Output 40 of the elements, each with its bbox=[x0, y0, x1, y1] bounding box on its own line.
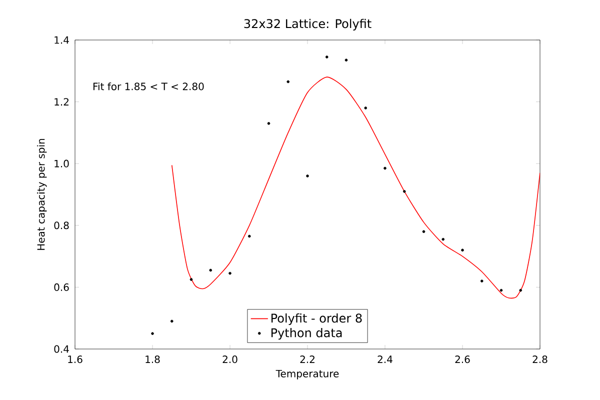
x-tick-label: 2.6 bbox=[455, 356, 470, 364]
x-tick-label: 1.8 bbox=[146, 356, 160, 364]
point bbox=[384, 166, 386, 170]
point bbox=[422, 230, 426, 233]
y-tick-label: 0.6 bbox=[54, 283, 69, 291]
annotation: Fit for 1.85 < T < 2.80 bbox=[93, 82, 204, 90]
point bbox=[519, 288, 522, 292]
point bbox=[325, 56, 328, 58]
x-tick-label: 2.8 bbox=[532, 356, 548, 364]
y-tick-label: 0.8 bbox=[54, 222, 69, 230]
x-tick-label: 2.4 bbox=[378, 356, 392, 363]
y-tick-label: 1.4 bbox=[54, 36, 69, 44]
x-tick-label: 2.0 bbox=[222, 356, 238, 364]
point bbox=[248, 234, 251, 238]
point bbox=[442, 238, 445, 241]
point bbox=[286, 80, 290, 84]
point bbox=[364, 106, 368, 110]
y-tick-label: 0.4 bbox=[54, 345, 69, 353]
y-tick-label: 1.2 bbox=[54, 98, 68, 106]
point bbox=[151, 332, 154, 335]
point bbox=[267, 122, 270, 125]
point bbox=[480, 280, 484, 282]
point bbox=[306, 174, 309, 178]
legend-label: Python data bbox=[271, 328, 342, 340]
point bbox=[170, 320, 174, 323]
x-axis-title: Temperature bbox=[276, 370, 339, 380]
chart-title: 32x32 Lattice: Polyfit bbox=[244, 18, 372, 30]
point bbox=[461, 248, 464, 252]
point bbox=[402, 190, 406, 193]
point bbox=[344, 58, 348, 62]
x-tick-label: 1.6 bbox=[68, 356, 82, 364]
point bbox=[190, 278, 193, 281]
y-tick-label: 1.0 bbox=[54, 160, 69, 168]
legend-label: Polyfit - order 8 bbox=[271, 313, 362, 325]
point bbox=[209, 268, 212, 272]
y-axis-title: Heat capacity per spin bbox=[37, 138, 47, 250]
line-series bbox=[171, 76, 540, 298]
x-tick-label: 2.2 bbox=[300, 356, 314, 363]
point bbox=[500, 288, 503, 292]
point bbox=[228, 272, 232, 275]
